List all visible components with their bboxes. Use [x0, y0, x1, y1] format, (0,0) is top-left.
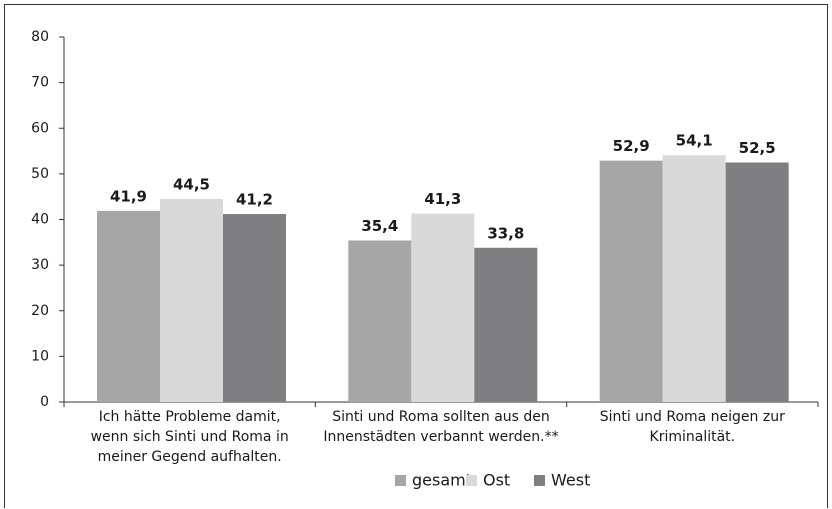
frame-border [4, 4, 828, 508]
x-category-label: Ich hätte Probleme damit, wenn sich Sint… [90, 409, 289, 465]
value-label: 41,9 [110, 187, 147, 205]
bar [97, 210, 160, 402]
legend-swatch [395, 475, 406, 486]
value-label: 35,4 [361, 217, 398, 235]
legend-label: Ost [483, 471, 510, 490]
y-tick-label: 0 [40, 394, 49, 410]
value-label: 41,2 [236, 191, 273, 209]
value-label: 44,5 [173, 175, 210, 193]
bar [725, 162, 789, 402]
value-label: 52,5 [739, 139, 776, 157]
y-tick-label: 20 [31, 303, 49, 319]
x-category-label: Sinti und Roma neigen zur Kriminalität. [599, 409, 785, 445]
bar [662, 155, 726, 402]
bar [348, 240, 412, 402]
bar [160, 198, 223, 402]
bar [223, 214, 286, 402]
bar [411, 213, 475, 402]
y-tick-label: 80 [31, 29, 49, 45]
y-tick-label: 30 [31, 257, 49, 273]
legend-label: West [551, 471, 590, 490]
value-label: 33,8 [487, 224, 524, 242]
x-category-label: Sinti und Roma sollten aus den Innenstäd… [323, 409, 559, 445]
legend-swatch [534, 475, 545, 486]
legend-swatch [466, 475, 477, 486]
bar [474, 247, 538, 402]
y-tick-label: 50 [31, 166, 49, 182]
value-label: 52,9 [613, 137, 650, 155]
value-label: 54,1 [676, 132, 713, 150]
y-tick-label: 70 [31, 75, 49, 91]
value-label: 41,3 [424, 190, 461, 208]
y-tick-label: 10 [31, 348, 49, 364]
y-tick-label: 60 [31, 120, 49, 136]
bar [599, 160, 663, 402]
y-tick-label: 40 [31, 212, 49, 228]
legend-label: gesamt [412, 471, 472, 490]
